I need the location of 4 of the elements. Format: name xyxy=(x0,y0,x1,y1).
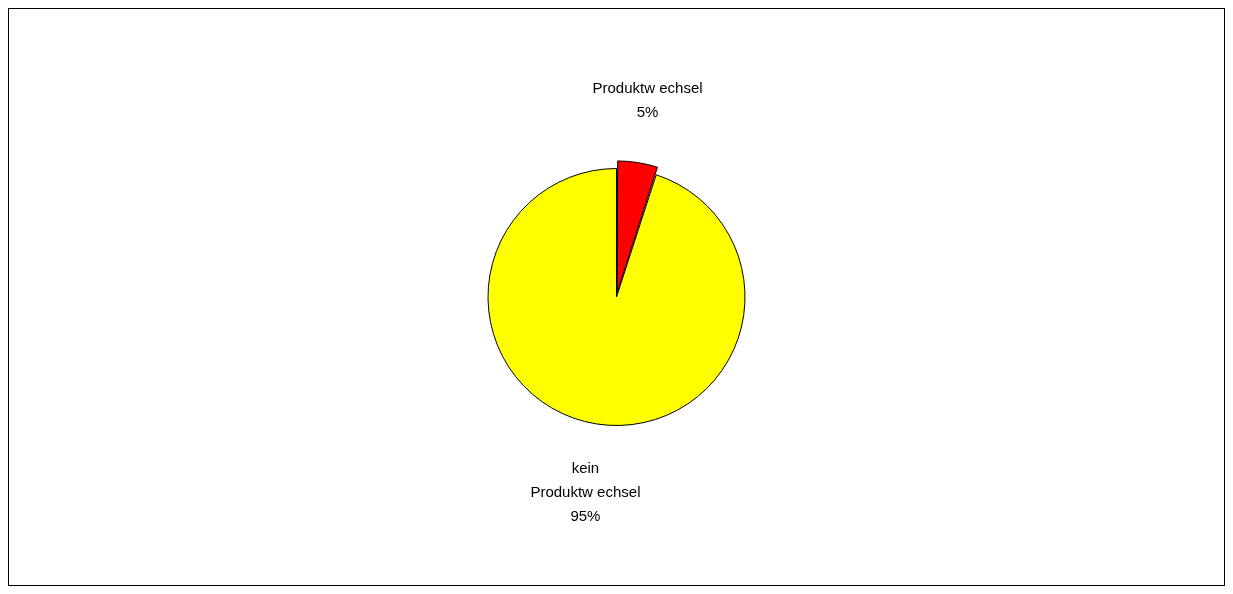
slice-label: kein Produktw echsel xyxy=(530,459,641,501)
data-label: 5% xyxy=(636,103,659,121)
data-label: 95% xyxy=(570,507,601,525)
slice-label: Produktw echsel xyxy=(592,79,703,97)
